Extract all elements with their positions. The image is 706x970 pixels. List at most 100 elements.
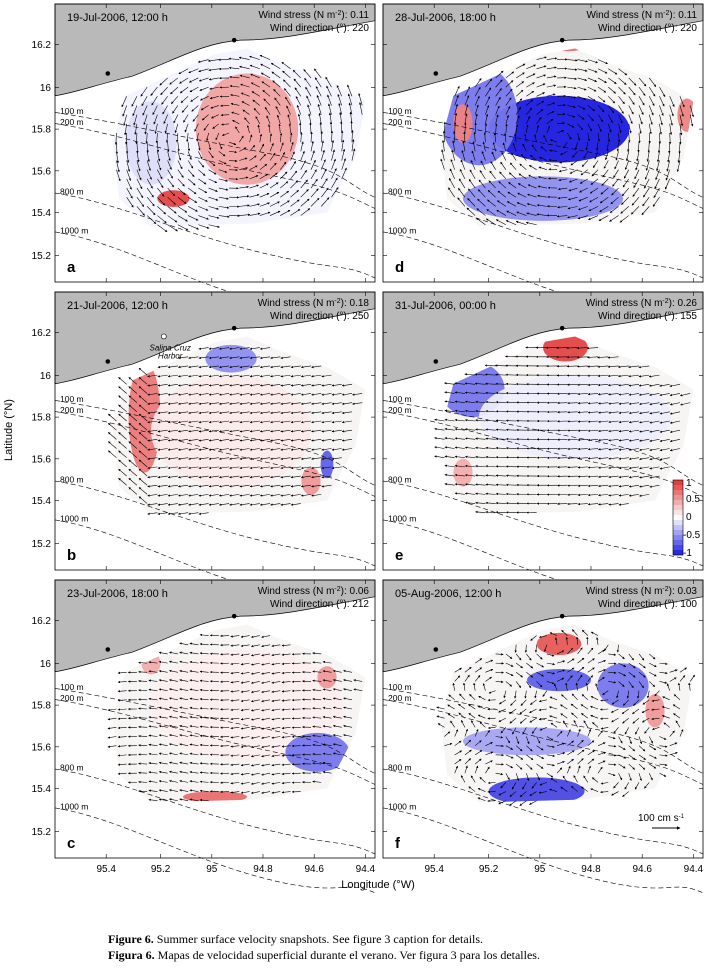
depth-label: 1000 m xyxy=(60,801,88,811)
coast-marker xyxy=(559,325,565,331)
y-tick-label: 16 xyxy=(40,83,52,94)
isobath-line xyxy=(382,192,704,279)
isobath-line xyxy=(382,480,704,567)
y-tick-label: 15.4 xyxy=(32,496,52,507)
colorbar-segment xyxy=(673,545,683,551)
y-tick-label: 15.8 xyxy=(32,701,52,712)
depth-label: 800 m xyxy=(388,474,412,484)
vorticity-field xyxy=(112,624,366,803)
land-mass xyxy=(54,579,376,673)
panel-frame xyxy=(54,291,376,571)
panel-date: 23-Jul-2006, 18:00 h xyxy=(67,588,168,600)
colorbar-segment xyxy=(673,525,683,531)
depth-label: 1000 m xyxy=(60,513,88,523)
coast-marker xyxy=(231,325,237,331)
colorbar-segment xyxy=(673,495,683,501)
wind-stress-label: Wind stress (N m-2): 0.11 xyxy=(258,10,369,21)
figure-caption: Figure 6. Summer surface velocity snapsh… xyxy=(108,931,698,963)
colorbar-segment xyxy=(673,540,683,546)
depth-label: 100 m xyxy=(388,106,412,116)
coast-marker xyxy=(559,613,565,619)
wind-direction-label: Wind direction (°): 155 xyxy=(598,311,697,322)
x-tick-label: 94.8 xyxy=(253,864,273,875)
coast-marker xyxy=(433,359,439,364)
coast-marker xyxy=(105,71,111,76)
velocity-vectors xyxy=(440,56,694,226)
colorbar-segment xyxy=(673,510,683,516)
coast-marker xyxy=(231,37,237,43)
isobath-line xyxy=(54,411,376,497)
y-tick-label: 15.6 xyxy=(32,166,52,177)
depth-label: 200 m xyxy=(60,117,84,127)
isobath-line xyxy=(54,480,376,567)
x-tick-label: 94.6 xyxy=(304,864,324,875)
isobath-line xyxy=(382,768,704,855)
isobath-line xyxy=(54,807,376,894)
colorbar-tick-0: 0 xyxy=(686,512,692,523)
depth-label: 800 m xyxy=(60,474,84,484)
depth-label: 100 m xyxy=(60,682,84,692)
panel-frame xyxy=(382,291,704,571)
isobath-line xyxy=(54,400,376,486)
colorbar-segment xyxy=(673,485,683,491)
isobath-line xyxy=(54,699,376,785)
depth-label: 100 m xyxy=(60,394,84,404)
isobath-line xyxy=(54,688,376,774)
panel-date: 31-Jul-2006, 00:00 h xyxy=(395,300,496,312)
wind-direction-label: Wind direction (°): 220 xyxy=(270,23,369,34)
panel-letter: b xyxy=(67,547,76,564)
colorbar-segment xyxy=(673,505,683,511)
y-tick-label: 15.4 xyxy=(32,784,52,795)
depth-label: 1000 m xyxy=(60,225,88,235)
y-tick-label: 16 xyxy=(40,371,52,382)
depth-label: 200 m xyxy=(388,693,412,703)
depth-label: 1000 m xyxy=(388,801,416,811)
coast-marker xyxy=(559,37,565,43)
colorbar-segment xyxy=(673,500,683,506)
x-tick-label: 95.2 xyxy=(479,864,499,875)
land-mass xyxy=(382,291,704,385)
x-tick-label: 95.4 xyxy=(424,864,444,875)
panel-date: 21-Jul-2006, 12:00 h xyxy=(67,300,168,312)
colorbar-segment xyxy=(673,550,683,556)
x-tick-label: 94.4 xyxy=(356,864,376,875)
y-axis-title: Latitude (°N) xyxy=(3,399,15,461)
panel-frame xyxy=(54,579,376,859)
depth-label: 100 m xyxy=(388,682,412,692)
depth-label: 1000 m xyxy=(388,225,416,235)
velocity-vectors xyxy=(436,629,695,806)
colorbar-segment xyxy=(673,530,683,536)
y-tick-label: 15.8 xyxy=(32,125,52,136)
isobath-line xyxy=(54,123,376,209)
depth-label: 100 m xyxy=(60,106,84,116)
panel-frame xyxy=(54,3,376,283)
panel-letter: d xyxy=(395,259,404,276)
coast-marker xyxy=(105,647,111,652)
isobath-line xyxy=(54,768,376,855)
y-tick-label: 15.2 xyxy=(32,827,52,838)
isobath-line xyxy=(54,112,376,198)
x-tick-label: 95.4 xyxy=(96,864,116,875)
x-tick-label: 94.4 xyxy=(684,864,704,875)
y-tick-label: 15.2 xyxy=(32,539,52,550)
y-tick-label: 15.4 xyxy=(32,208,52,219)
panel-date: 05-Aug-2006, 12:00 h xyxy=(395,588,501,600)
isobath-line xyxy=(382,807,704,894)
y-tick-label: 15.6 xyxy=(32,742,52,753)
depth-label: 200 m xyxy=(388,117,412,127)
y-tick-label: 15.6 xyxy=(32,454,52,465)
coast-marker xyxy=(105,359,111,364)
land-mass xyxy=(54,291,376,385)
depth-label: 800 m xyxy=(388,186,412,196)
panel-letter: a xyxy=(67,259,76,276)
velocity-vectors xyxy=(107,633,363,802)
panel-letter: f xyxy=(395,835,401,852)
wind-direction-label: Wind direction (°): 100 xyxy=(598,599,697,610)
colorbar-segment xyxy=(673,515,683,521)
wind-stress-label: Wind stress (N m-2): 0.26 xyxy=(586,298,698,309)
